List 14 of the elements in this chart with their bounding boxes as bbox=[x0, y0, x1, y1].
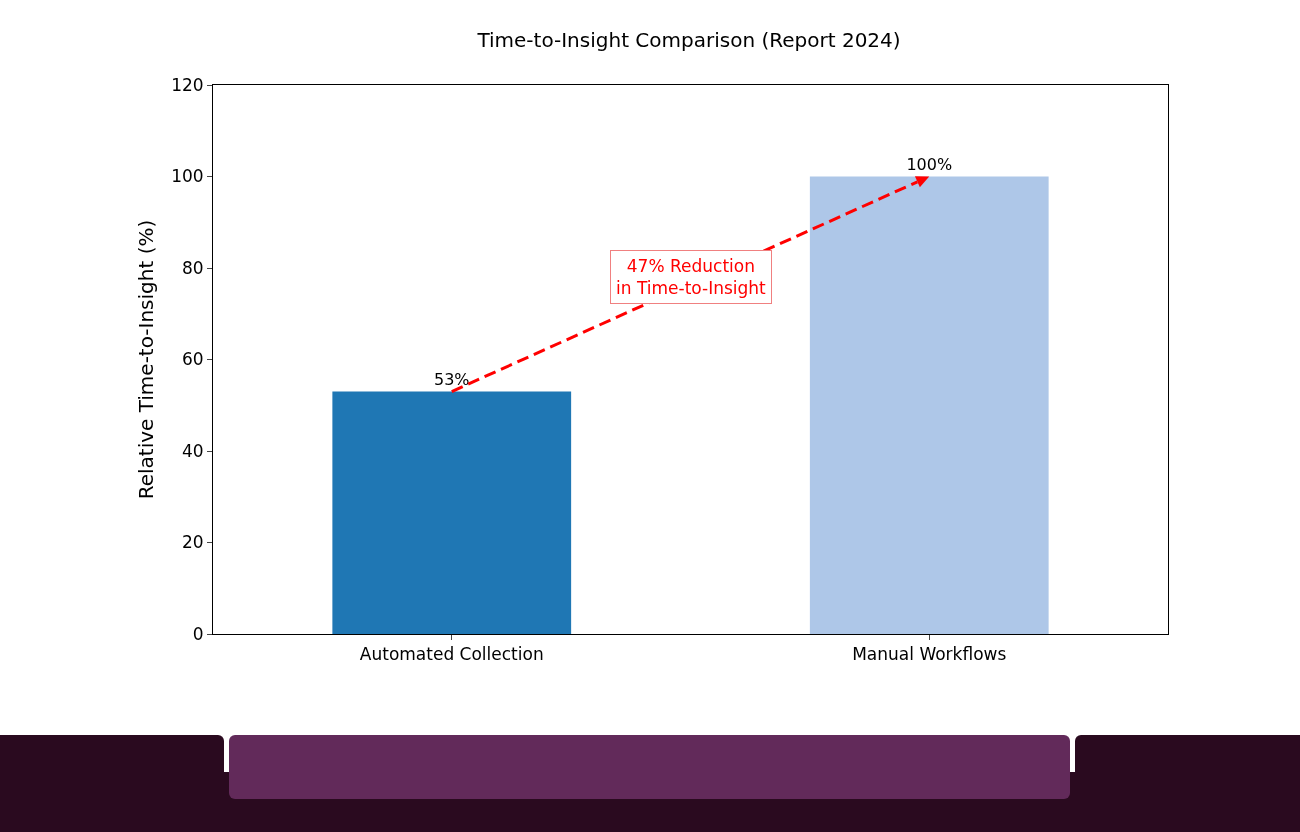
y-tick-label: 100 bbox=[171, 166, 204, 187]
y-tick-label: 20 bbox=[181, 532, 204, 553]
y-tick-label: 80 bbox=[181, 257, 204, 278]
annotation: 47% Reduction in Time-to-Insight bbox=[616, 256, 767, 299]
x-tick-label: Automated Collection bbox=[359, 644, 544, 665]
y-axis-title: Relative Time-to-Insight (%) bbox=[133, 219, 158, 500]
y-tick-label: 60 bbox=[181, 349, 204, 370]
data-label: 100% bbox=[906, 154, 953, 174]
x-tick-label: Manual Workflows bbox=[852, 644, 1007, 665]
data-label: 53% bbox=[433, 369, 470, 389]
y-tick-label: 0 bbox=[192, 623, 204, 644]
y-tick-label: 120 bbox=[171, 74, 204, 95]
y-tick-label: 40 bbox=[181, 440, 204, 461]
chart-title: Time-to-Insight Comparison (Report 2024) bbox=[476, 28, 901, 53]
